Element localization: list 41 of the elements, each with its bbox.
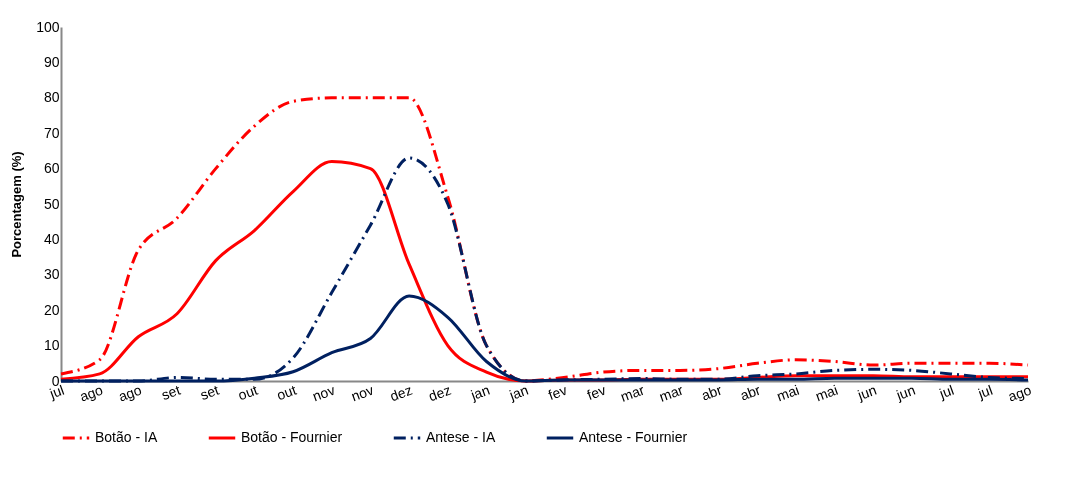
y-tick-label: 40 [43, 230, 60, 247]
x-tick-label: fev [584, 381, 608, 404]
y-tick-label: 0 [51, 372, 60, 389]
x-tick-label: fev [546, 381, 570, 404]
x-tick-label: jan [506, 381, 531, 404]
y-tick-label: 70 [43, 124, 60, 141]
y-tick-label: 80 [43, 89, 60, 106]
x-tick-label: abr [699, 381, 725, 404]
x-tick-label: mar [657, 381, 686, 405]
y-tick-label: 30 [43, 266, 60, 283]
legend-label: Antese - IA [426, 429, 496, 445]
x-tick-label: dez [387, 381, 415, 405]
y-axis-title: Porcentagem (%) [9, 151, 25, 258]
x-tick-label: nov [310, 381, 338, 405]
x-tick-label: mai [774, 381, 802, 405]
x-tick-label: dez [426, 381, 454, 405]
x-tick-label: mar [618, 381, 647, 405]
y-tick-label: 10 [43, 337, 60, 354]
y-tick-label: 20 [43, 301, 60, 318]
x-tick-label: set [159, 381, 183, 404]
x-tick-label: nov [349, 381, 376, 405]
y-tick-label: 90 [43, 53, 60, 70]
x-tick-label: ago [116, 381, 144, 405]
y-tick-label: 50 [43, 195, 60, 212]
x-tick-label: jan [467, 381, 492, 404]
x-tick-label: jun [854, 381, 879, 404]
legend-label: Antese - Fournier [579, 429, 688, 445]
x-tick-label: jul [975, 381, 995, 402]
legend-label: Botão - IA [95, 429, 158, 445]
y-tick-label: 100 [36, 18, 60, 35]
y-tick-label: 60 [43, 160, 60, 177]
x-tick-label: out [274, 381, 299, 404]
x-tick-label: out [235, 381, 260, 404]
legend-label: Botão - Fournier [241, 429, 343, 445]
x-tick-label: ago [1005, 381, 1034, 405]
x-tick-label: abr [738, 381, 763, 404]
x-tick-label: ago [77, 381, 106, 405]
x-tick-label: jul [936, 381, 956, 402]
x-tick-label: mai [813, 381, 840, 405]
x-tick-label: jun [893, 381, 918, 404]
x-tick-label: set [197, 381, 222, 404]
